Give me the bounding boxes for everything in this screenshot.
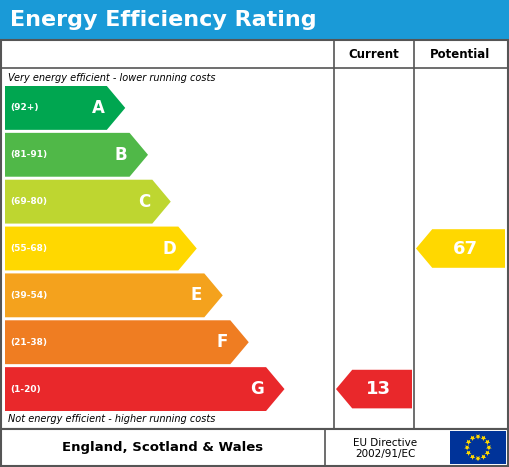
- Text: England, Scotland & Wales: England, Scotland & Wales: [62, 441, 263, 454]
- Text: (92+): (92+): [10, 103, 39, 113]
- Text: B: B: [115, 146, 128, 164]
- Text: 13: 13: [366, 380, 391, 398]
- Polygon shape: [5, 180, 171, 224]
- Polygon shape: [470, 436, 475, 441]
- Polygon shape: [5, 133, 148, 177]
- Polygon shape: [475, 456, 481, 461]
- Polygon shape: [336, 370, 412, 408]
- Polygon shape: [480, 454, 486, 460]
- Text: (21-38): (21-38): [10, 338, 47, 347]
- Polygon shape: [475, 434, 481, 439]
- Text: F: F: [217, 333, 229, 351]
- Text: A: A: [92, 99, 105, 117]
- Bar: [450, 431, 506, 464]
- Polygon shape: [5, 226, 197, 270]
- Polygon shape: [5, 320, 249, 364]
- Text: E: E: [191, 286, 203, 304]
- Text: (39-54): (39-54): [10, 291, 47, 300]
- Text: (55-68): (55-68): [10, 244, 47, 253]
- Text: (69-80): (69-80): [10, 197, 47, 206]
- Polygon shape: [485, 451, 490, 456]
- Polygon shape: [416, 229, 505, 268]
- Text: Energy Efficiency Rating: Energy Efficiency Rating: [10, 10, 317, 30]
- Polygon shape: [466, 451, 471, 456]
- Bar: [1, 40, 508, 429]
- Text: 67: 67: [453, 240, 478, 257]
- Text: EU Directive: EU Directive: [353, 438, 417, 448]
- Text: Current: Current: [349, 48, 400, 61]
- Text: 2002/91/EC: 2002/91/EC: [355, 449, 415, 459]
- Text: G: G: [250, 380, 264, 398]
- Polygon shape: [464, 445, 470, 451]
- Polygon shape: [485, 439, 490, 445]
- Polygon shape: [5, 367, 285, 411]
- Text: Very energy efficient - lower running costs: Very energy efficient - lower running co…: [8, 73, 215, 83]
- Polygon shape: [5, 274, 223, 317]
- Polygon shape: [466, 439, 471, 445]
- Bar: [1, 429, 508, 466]
- Bar: [0, 0, 509, 40]
- Text: Not energy efficient - higher running costs: Not energy efficient - higher running co…: [8, 414, 215, 424]
- Text: (81-91): (81-91): [10, 150, 47, 159]
- Polygon shape: [486, 445, 492, 451]
- Polygon shape: [470, 454, 475, 460]
- Text: Potential: Potential: [431, 48, 491, 61]
- Polygon shape: [480, 436, 486, 441]
- Text: C: C: [138, 193, 150, 211]
- Text: (1-20): (1-20): [10, 384, 41, 394]
- Polygon shape: [5, 86, 125, 130]
- Text: D: D: [162, 240, 176, 257]
